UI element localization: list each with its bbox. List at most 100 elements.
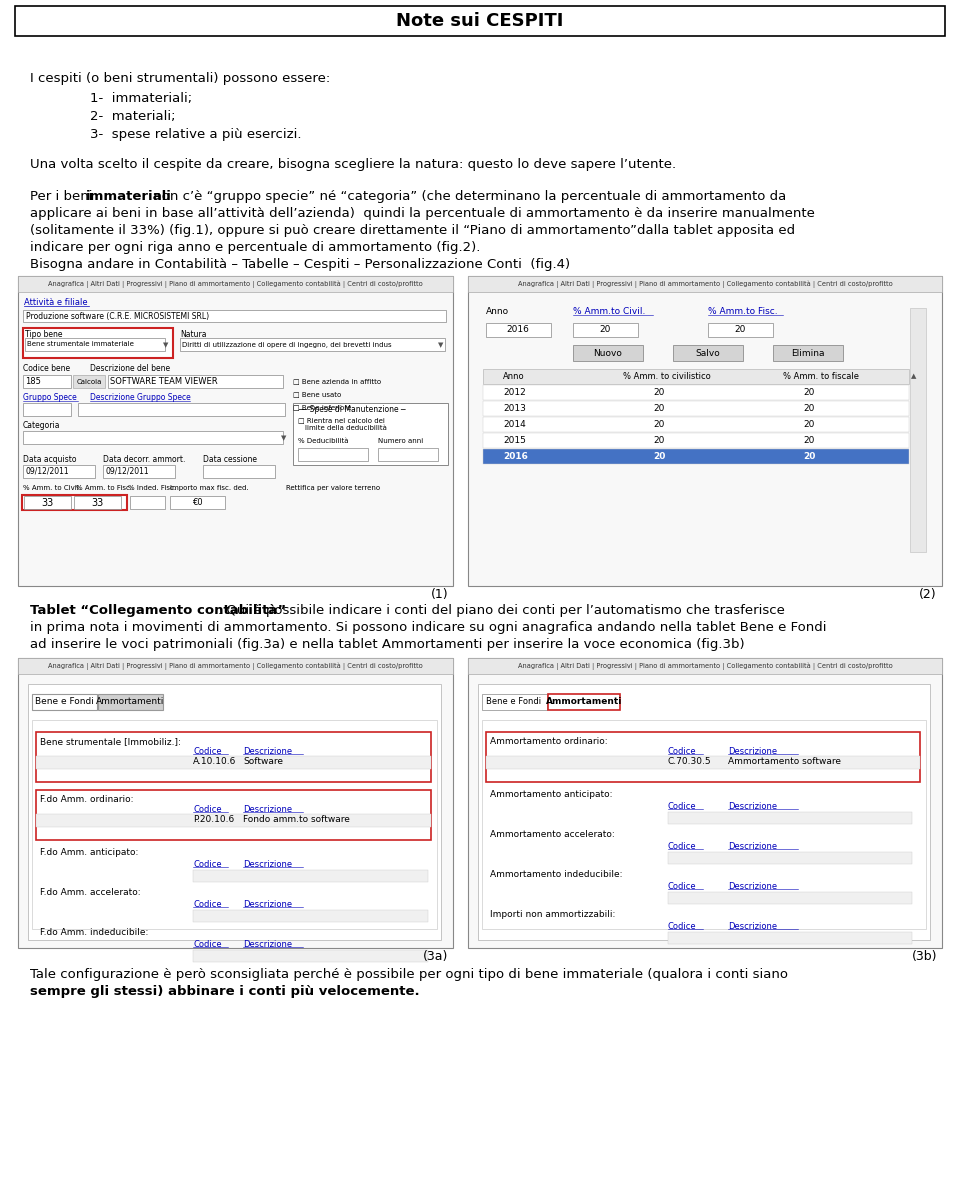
Text: Diritti di utilizzazione di opere di ingegno, dei brevetti indus: Diritti di utilizzazione di opere di ing… (182, 342, 392, 347)
Bar (668, 892, 912, 904)
Text: Bene strumentale immateriale: Bene strumentale immateriale (27, 342, 133, 347)
Text: 2015: 2015 (503, 436, 526, 445)
Text: . Qui è possibile indicare i conti del piano dei conti per l’automatismo che tra: . Qui è possibile indicare i conti del p… (218, 604, 785, 617)
Bar (482, 694, 547, 710)
Bar (73, 375, 105, 388)
Text: F.do Amm. anticipato:: F.do Amm. anticipato: (40, 848, 138, 857)
Bar (74, 496, 121, 509)
Bar (25, 338, 165, 351)
Text: 2016: 2016 (507, 325, 529, 334)
Text: ▼: ▼ (163, 342, 168, 347)
Text: Ammortamento software: Ammortamento software (728, 758, 841, 766)
Text: (3b): (3b) (911, 950, 937, 963)
Text: (3a): (3a) (422, 950, 448, 963)
Text: % Inded. Fisc.: % Inded. Fisc. (128, 485, 176, 491)
Text: ▼: ▼ (281, 435, 286, 441)
Text: SOFTWARE TEAM VIEWER: SOFTWARE TEAM VIEWER (110, 377, 218, 385)
Bar (32, 694, 97, 710)
Bar (773, 345, 843, 361)
Text: Anagrafica | Altri Dati | Progressivi | Piano di ammortamento | Collegamento con: Anagrafica | Altri Dati | Progressivi | … (48, 662, 422, 670)
Text: ── Spese di Manutenzione ─: ── Spese di Manutenzione ─ (298, 404, 406, 414)
Text: Rettifica per valore terreno: Rettifica per valore terreno (286, 485, 380, 491)
Text: % Amm. to Fisc.: % Amm. to Fisc. (76, 485, 132, 491)
Text: ▲: ▲ (911, 374, 917, 380)
Text: Importi non ammortizzabili:: Importi non ammortizzabili: (490, 910, 615, 919)
Text: Anno: Anno (503, 372, 524, 381)
Text: % Amm.to Civil.: % Amm.to Civil. (573, 307, 645, 315)
Text: Attività e filiale: Attività e filiale (24, 298, 87, 307)
Bar (483, 449, 909, 464)
Bar (486, 323, 551, 337)
Text: % Deducibilità: % Deducibilità (298, 438, 348, 444)
Bar (180, 338, 445, 351)
Text: 20: 20 (803, 436, 814, 445)
Bar (24, 496, 71, 509)
Text: limite della deducibilità: limite della deducibilità (305, 425, 387, 431)
Text: F.do Amm. accelerato:: F.do Amm. accelerato: (40, 888, 140, 897)
Text: 20: 20 (653, 404, 664, 413)
Text: 20: 20 (599, 325, 611, 334)
Text: Descrizione: Descrizione (728, 747, 778, 755)
Text: ▼: ▼ (438, 342, 444, 347)
Bar (548, 694, 620, 710)
Text: Tale configurazione è però sconsigliata perché è possibile per ogni tipo di bene: Tale configurazione è però sconsigliata … (30, 968, 788, 981)
Text: Descrizione del bene: Descrizione del bene (90, 364, 170, 374)
Text: Data cessione: Data cessione (203, 455, 257, 464)
Text: Ammortamenti: Ammortamenti (96, 697, 164, 707)
Text: sempre gli stessi) abbinare i conti più velocemente.: sempre gli stessi) abbinare i conti più … (30, 986, 420, 997)
Bar (193, 871, 428, 882)
Text: Anagrafica | Altri Dati | Progressivi | Piano di ammortamento | Collegamento con: Anagrafica | Altri Dati | Progressivi | … (48, 280, 422, 288)
Bar (486, 755, 920, 769)
Text: % Amm. to Civil.: % Amm. to Civil. (23, 485, 81, 491)
Bar (18, 276, 453, 586)
Text: Bene e Fondi: Bene e Fondi (35, 697, 93, 707)
Text: Nuovo: Nuovo (593, 349, 622, 357)
Bar (193, 910, 428, 922)
Text: 2-  materiali;: 2- materiali; (90, 110, 176, 123)
Text: (solitamente il 33%) (fig.1), oppure si può creare direttamente il “Piano di amm: (solitamente il 33%) (fig.1), oppure si … (30, 224, 795, 237)
Text: I cespiti (o beni strumentali) possono essere:: I cespiti (o beni strumentali) possono e… (30, 72, 330, 85)
Bar (78, 403, 285, 416)
Text: Gruppo Spece: Gruppo Spece (23, 393, 77, 402)
Text: applicare ai beni in base all’attività dell’azienda)  quindi la percentuale di a: applicare ai beni in base all’attività d… (30, 208, 815, 219)
Text: Calcola: Calcola (76, 378, 102, 384)
Text: Descrizione: Descrizione (728, 882, 778, 891)
Text: 2014: 2014 (503, 420, 526, 429)
Text: Fondo amm.to software: Fondo amm.to software (243, 816, 349, 824)
Bar (468, 276, 942, 586)
Text: 2012: 2012 (503, 388, 526, 397)
Bar (18, 276, 453, 292)
Text: Anagrafica | Altri Dati | Progressivi | Piano di ammortamento | Collegamento con: Anagrafica | Altri Dati | Progressivi | … (517, 662, 893, 670)
Text: Anagrafica | Altri Dati | Progressivi | Piano di ammortamento | Collegamento con: Anagrafica | Altri Dati | Progressivi | … (517, 280, 893, 288)
Bar (483, 433, 909, 448)
Text: 20: 20 (803, 404, 814, 413)
Bar (23, 431, 283, 444)
Text: Natura: Natura (180, 330, 206, 339)
Bar (18, 658, 453, 674)
Text: Codice: Codice (193, 860, 222, 869)
Text: Data decorr. ammort.: Data decorr. ammort. (103, 455, 185, 464)
Text: □ Rientra nel calcolo dei: □ Rientra nel calcolo dei (298, 417, 385, 423)
Text: Codice: Codice (668, 882, 697, 891)
Bar (23, 465, 95, 478)
Bar (708, 323, 773, 337)
Text: Descrizione: Descrizione (243, 860, 292, 869)
Bar (98, 694, 163, 710)
Text: Elimina: Elimina (791, 349, 825, 357)
Text: P.20.10.6: P.20.10.6 (193, 816, 234, 824)
Bar (293, 403, 448, 465)
Bar (483, 385, 909, 400)
Text: Tipo bene: Tipo bene (25, 330, 62, 339)
Bar (15, 6, 945, 36)
Text: in prima nota i movimenti di ammortamento. Si possono indicare su ogni anagrafic: in prima nota i movimenti di ammortament… (30, 621, 827, 635)
Text: □ Bene azienda in affitto: □ Bene azienda in affitto (293, 378, 381, 384)
Text: Codice: Codice (668, 802, 697, 811)
Text: Per i beni: Per i beni (30, 190, 97, 203)
Bar (203, 465, 275, 478)
Text: A.10.10.6: A.10.10.6 (193, 758, 236, 766)
Bar (468, 658, 942, 674)
Text: Produzione software (C.R.E. MICROSISTEMI SRL): Produzione software (C.R.E. MICROSISTEMI… (26, 312, 209, 320)
Text: Bene e Fondi: Bene e Fondi (487, 697, 541, 707)
Text: 20: 20 (653, 452, 665, 461)
Bar (23, 310, 446, 323)
